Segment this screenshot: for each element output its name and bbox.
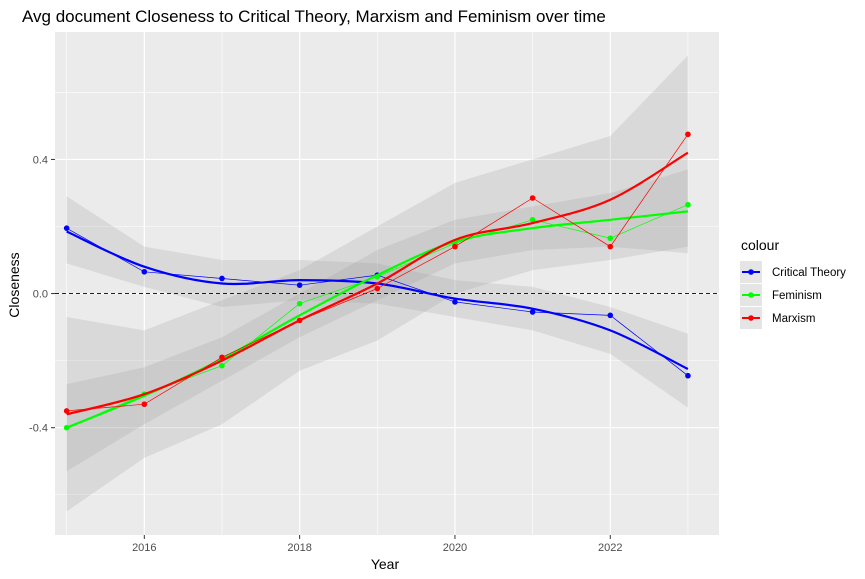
marxism-point bbox=[296, 317, 303, 324]
marxism-point bbox=[607, 243, 614, 250]
marxism-point bbox=[374, 285, 381, 292]
marxism-point bbox=[529, 195, 536, 201]
x-axis-title: Year bbox=[371, 556, 400, 572]
critical-theory-point bbox=[219, 275, 225, 282]
feminism-point bbox=[63, 424, 70, 431]
confidence-band bbox=[66, 169, 688, 472]
critical-theory-point bbox=[685, 372, 691, 379]
critical-theory-point bbox=[529, 309, 536, 315]
critical-theory-point bbox=[452, 299, 458, 305]
x-tick-label: 2020 bbox=[443, 542, 467, 554]
feminism-point bbox=[296, 300, 303, 307]
marxism-point bbox=[219, 354, 225, 361]
marxism-point bbox=[63, 408, 70, 414]
legend-point-feminism bbox=[748, 292, 754, 298]
legend-label-marxism: Marxism bbox=[772, 313, 815, 325]
legend-label-feminism: Feminism bbox=[772, 290, 822, 302]
plot-panel bbox=[55, 32, 719, 535]
x-tick-label: 2022 bbox=[598, 542, 622, 554]
legend-point-critical-theory bbox=[748, 269, 754, 275]
feminism-point bbox=[529, 216, 536, 223]
marxism-point bbox=[685, 131, 691, 138]
chart-title: Avg document Closeness to Critical Theor… bbox=[22, 7, 606, 26]
legend-title: colour bbox=[741, 237, 779, 253]
feminism-point bbox=[219, 362, 225, 369]
marxism-point bbox=[141, 401, 148, 408]
y-axis-title: Closeness bbox=[6, 252, 22, 317]
marxism-smooth-line bbox=[66, 151, 689, 416]
x-tick-label: 2018 bbox=[287, 542, 311, 554]
y-tick-label: 0.0 bbox=[33, 289, 48, 301]
critical-theory-point bbox=[296, 282, 303, 288]
feminism-point bbox=[685, 201, 691, 208]
marxism-point bbox=[452, 243, 458, 250]
critical-theory-point bbox=[141, 268, 148, 275]
critical-theory-point bbox=[63, 225, 70, 231]
legend-label-critical-theory: Critical Theory bbox=[772, 267, 846, 279]
legend-point-marxism bbox=[748, 315, 754, 321]
y-tick-label: 0.4 bbox=[33, 154, 48, 166]
y-tick-label: -0.4 bbox=[29, 423, 48, 435]
critical-theory-point bbox=[607, 312, 614, 319]
feminism-point bbox=[374, 273, 381, 280]
feminism-point bbox=[607, 235, 614, 242]
legend: Critical Theory Feminism Marxism bbox=[740, 261, 846, 329]
x-tick-label: 2016 bbox=[132, 542, 156, 554]
confidence-band bbox=[66, 196, 688, 408]
